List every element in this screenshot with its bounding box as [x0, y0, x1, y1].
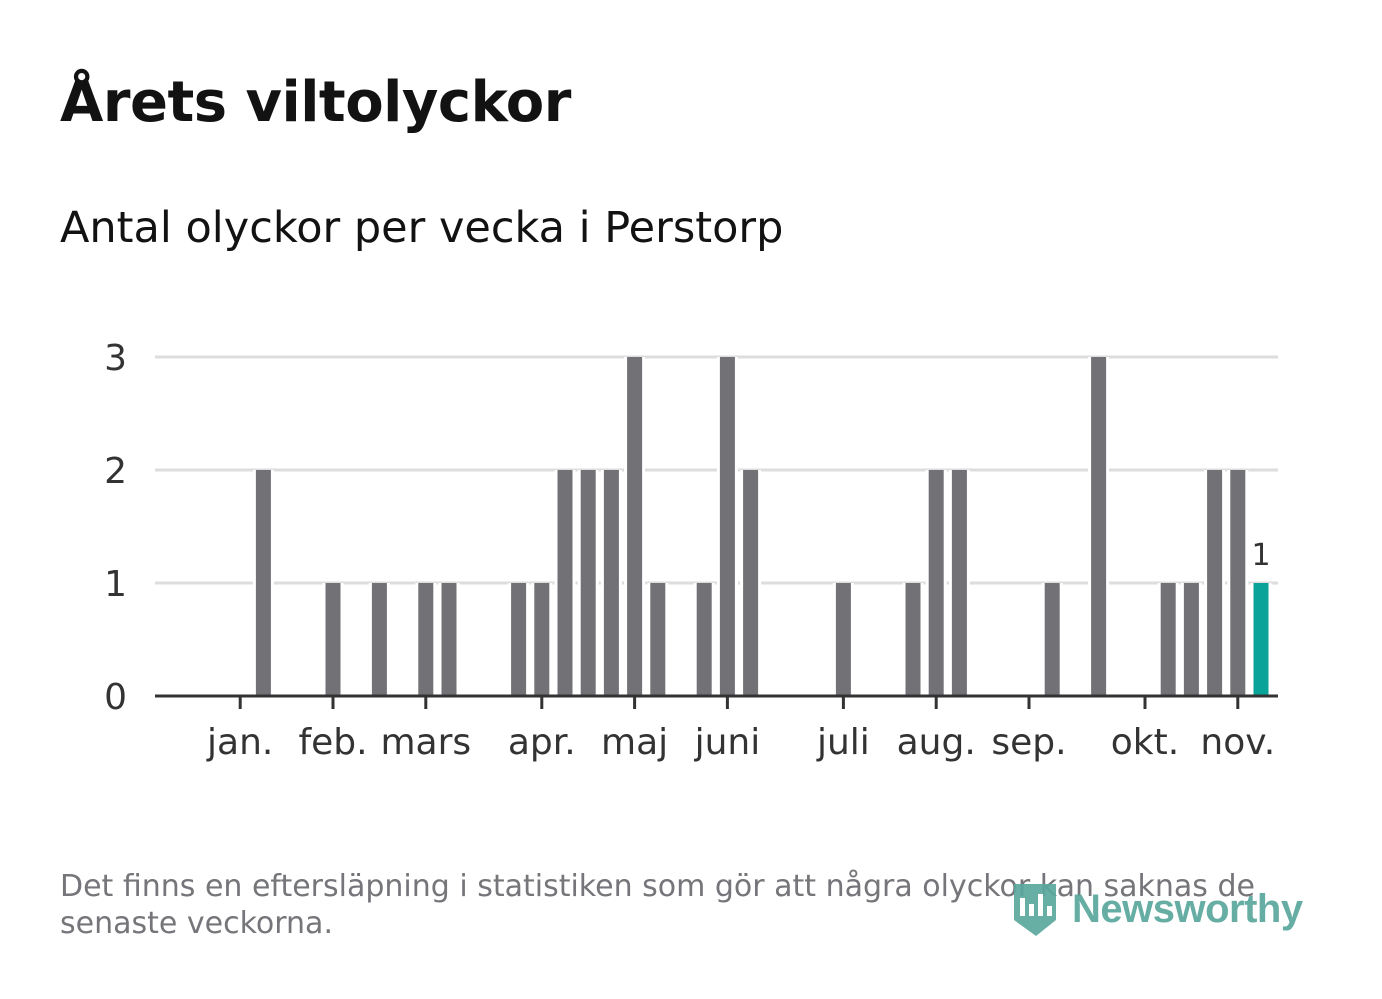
bar[interactable]	[511, 583, 527, 696]
y-tick-label: 0	[104, 677, 127, 718]
bar[interactable]	[696, 583, 712, 696]
y-tick-label: 1	[104, 564, 127, 605]
bar[interactable]	[418, 583, 434, 696]
chart-title: Årets viltolyckor	[60, 70, 571, 135]
bar[interactable]	[557, 470, 573, 696]
bar[interactable]	[325, 583, 341, 696]
newsworthy-logo-icon	[1014, 884, 1056, 936]
bar[interactable]	[928, 470, 944, 696]
x-tick-label: aug.	[897, 722, 976, 763]
bar[interactable]	[1160, 583, 1176, 696]
bar[interactable]	[603, 470, 619, 696]
bar-highlight[interactable]	[1253, 583, 1269, 696]
x-tick-label: okt.	[1111, 722, 1179, 763]
x-tick-label: nov.	[1200, 722, 1275, 763]
bar[interactable]	[835, 583, 851, 696]
bar[interactable]	[719, 357, 735, 696]
bar[interactable]	[255, 470, 271, 696]
bar[interactable]	[1183, 583, 1199, 696]
x-tick-label: juli	[816, 722, 870, 763]
bar-chart: 0 1 2 3 1 jan. feb. mars apr. maj juni juli aug. sep.…	[104, 338, 1278, 763]
bar[interactable]	[441, 583, 457, 696]
data-label: 1	[1251, 538, 1270, 573]
x-tick-label: mars	[380, 722, 471, 763]
x-tick-label: feb.	[298, 722, 367, 763]
chart-subtitle: Antal olyckor per vecka i Perstorp	[60, 203, 784, 253]
x-tick-label: sep.	[991, 722, 1066, 763]
x-tick-label: maj	[601, 722, 668, 763]
x-tick-label: jan.	[206, 722, 273, 763]
newsworthy-logo[interactable]: Newsworthy	[1010, 878, 1320, 940]
bar[interactable]	[1230, 470, 1246, 696]
bar[interactable]	[627, 357, 643, 696]
bar[interactable]	[951, 470, 967, 696]
bar[interactable]	[905, 583, 921, 696]
bar[interactable]	[743, 470, 759, 696]
bar[interactable]	[534, 583, 550, 696]
y-tick-label: 3	[104, 338, 127, 379]
y-tick-label: 2	[104, 451, 127, 492]
bar[interactable]	[650, 583, 666, 696]
bar[interactable]	[371, 583, 387, 696]
x-tick-label: juni	[694, 722, 761, 763]
x-tick-label: apr.	[508, 722, 576, 763]
bar[interactable]	[1091, 357, 1107, 696]
newsworthy-logo-text: Newsworthy	[1072, 886, 1303, 931]
bar[interactable]	[580, 470, 596, 696]
bar[interactable]	[1044, 583, 1060, 696]
bar[interactable]	[1207, 470, 1223, 696]
